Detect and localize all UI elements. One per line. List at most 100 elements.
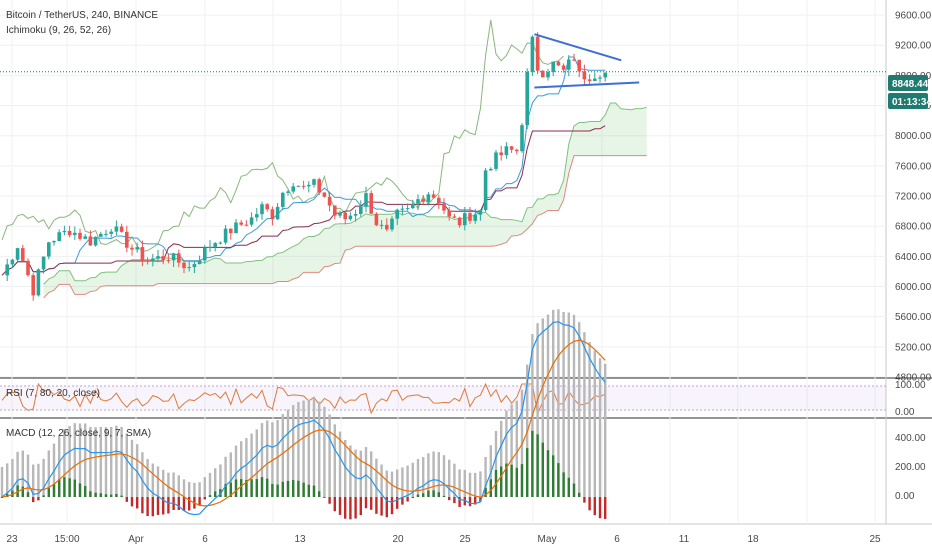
macd-histogram-bar xyxy=(458,497,461,507)
candle-body xyxy=(463,213,467,226)
candle-body xyxy=(67,230,72,236)
macd-histogram-bar xyxy=(78,483,82,497)
macd-histogram-bar xyxy=(588,497,591,511)
candle-body xyxy=(525,71,529,126)
macd-volume-bar xyxy=(99,426,102,497)
macd-volume-bar xyxy=(208,472,212,497)
macd-volume-bar xyxy=(214,468,217,497)
candle-body xyxy=(270,209,275,220)
candle-body xyxy=(21,248,25,261)
macd-legend[interactable]: MACD (12, 26, close, 9, 7, SMA) xyxy=(6,428,151,439)
candle-body xyxy=(400,208,405,210)
candle-body xyxy=(593,78,597,81)
macd-histogram-bar xyxy=(552,455,555,497)
macd-volume-bar xyxy=(266,420,269,497)
ichimoku-legend[interactable]: Ichimoku (9, 26, 52, 26) xyxy=(6,25,111,36)
macd-histogram-bar xyxy=(68,478,71,497)
senkou-span-a xyxy=(43,102,647,285)
macd-histogram-bar xyxy=(94,492,97,497)
candle-body xyxy=(535,36,540,71)
macd-volume-bar xyxy=(380,464,383,497)
candle-body xyxy=(416,199,420,204)
candle-body xyxy=(338,212,342,216)
candle-body xyxy=(359,206,363,214)
candle-body xyxy=(275,206,280,220)
kumo-cloud xyxy=(43,103,647,298)
candle-body xyxy=(213,243,217,247)
macd-volume-bar xyxy=(442,455,446,497)
macd-line xyxy=(1,321,606,516)
candle-body xyxy=(47,242,51,257)
candle-body xyxy=(10,259,15,265)
macd-histogram-bar xyxy=(489,479,492,497)
macd-volume-bar xyxy=(562,311,565,497)
candle-body xyxy=(447,210,451,217)
macd-volume-bar xyxy=(167,472,170,497)
time-tick-label: 13 xyxy=(294,534,306,545)
triangle-lower-line[interactable] xyxy=(534,81,640,89)
macd-histogram-bar xyxy=(396,497,399,509)
macd-histogram-bar xyxy=(214,491,217,497)
macd-volume-bar xyxy=(307,399,310,497)
candle-body xyxy=(57,232,61,242)
macd-histogram-bar xyxy=(536,434,539,497)
macd-volume-bar xyxy=(598,358,602,497)
candle-body xyxy=(437,197,441,204)
candle-body xyxy=(182,262,186,269)
candle-body xyxy=(520,125,524,152)
candle-body xyxy=(93,236,98,246)
macd-volume-bar xyxy=(63,429,66,497)
macd-volume-bar xyxy=(338,431,342,497)
candle-body xyxy=(411,203,415,209)
macd-histogram-bar xyxy=(110,494,113,497)
candle-body xyxy=(36,269,41,296)
candle-body xyxy=(421,199,425,202)
candle-body xyxy=(192,264,197,268)
candle-body xyxy=(405,208,410,210)
candle-body xyxy=(62,230,67,233)
macd-volume-bar xyxy=(188,481,191,497)
macd-volume-bar xyxy=(68,425,71,497)
candle-body xyxy=(255,214,259,218)
last-price-tag xyxy=(888,75,928,91)
macd-volume-bar xyxy=(260,423,264,497)
chart-title: Bitcoin / TetherUS, 240, BINANCE xyxy=(6,10,158,21)
macd-volume-bar xyxy=(567,312,570,497)
macd-histogram-bar xyxy=(479,497,482,502)
candle-body xyxy=(551,61,555,73)
macd-volume-bar xyxy=(120,426,123,497)
candle-body xyxy=(229,228,233,234)
rsi-legend[interactable]: RSI (7, 80, 20, close) xyxy=(6,388,100,399)
macd-histogram-bar xyxy=(541,442,544,497)
candle-body xyxy=(41,256,46,270)
macd-histogram-bar xyxy=(557,463,560,497)
macd-histogram-bar xyxy=(240,479,243,497)
senkou-span-b xyxy=(43,155,647,299)
macd-volume-bar xyxy=(557,309,560,497)
macd-histogram-bar xyxy=(198,497,201,506)
macd-histogram-bar xyxy=(21,486,24,497)
candle-body xyxy=(109,231,113,234)
macd-histogram-bar xyxy=(520,464,524,497)
macd-volume-bar xyxy=(198,482,201,497)
price-tick-label: 5600.00 xyxy=(895,312,932,323)
macd-histogram-bar xyxy=(37,497,40,501)
triangle-upper-line[interactable] xyxy=(534,33,622,62)
macd-histogram-bar xyxy=(531,430,534,497)
candle-body xyxy=(73,232,77,236)
macd-histogram-bar xyxy=(604,497,607,519)
macd-volume-bar xyxy=(541,318,544,497)
candle-body xyxy=(166,259,171,261)
macd-histogram-bar xyxy=(370,497,373,510)
candle-body xyxy=(312,179,316,185)
macd-histogram-bar xyxy=(58,479,61,497)
last-price-label: 8848.44 xyxy=(892,79,929,90)
macd-volume-bar xyxy=(42,458,45,497)
macd-histogram-bar xyxy=(11,490,14,497)
macd-histogram-bar xyxy=(385,497,388,518)
macd-volume-bar xyxy=(146,458,149,497)
triangle-pattern[interactable] xyxy=(534,33,640,89)
candle-body xyxy=(473,214,477,221)
candle-body xyxy=(322,192,327,197)
